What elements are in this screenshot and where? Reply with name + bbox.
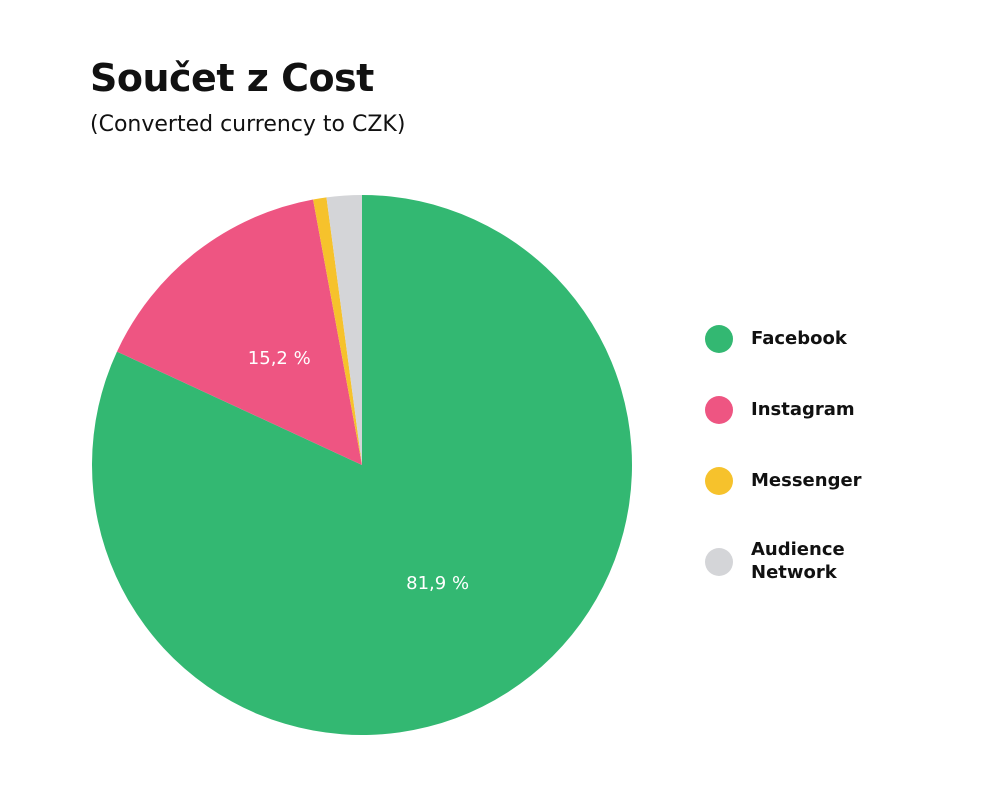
legend-label-facebook: Facebook bbox=[751, 327, 847, 349]
chart-subtitle: (Converted currency to CZK) bbox=[90, 112, 406, 137]
legend-swatch-instagram bbox=[705, 396, 733, 424]
pie-label-instagram: 15,2 % bbox=[248, 348, 311, 369]
pie-label-facebook: 81,9 % bbox=[406, 573, 469, 594]
legend-label-audience-network: Audience Network bbox=[751, 539, 845, 583]
legend-item-facebook: Facebook bbox=[705, 325, 891, 353]
legend-label-instagram: Instagram bbox=[751, 398, 855, 420]
legend-swatch-messenger bbox=[705, 467, 733, 495]
pie-slice-audience-network bbox=[326, 195, 362, 465]
chart-title: Součet z Cost bbox=[90, 56, 374, 100]
pie-slice-messenger bbox=[313, 197, 362, 466]
legend-swatch-facebook bbox=[705, 325, 733, 353]
legend-swatch-audience-network bbox=[705, 547, 733, 576]
legend-item-audience-network: Audience Network bbox=[705, 539, 891, 584]
legend-item-messenger: Messenger bbox=[705, 467, 891, 495]
legend-item-instagram: Instagram bbox=[705, 396, 891, 424]
legend-label-messenger: Messenger bbox=[751, 469, 862, 491]
pie-slice-instagram bbox=[116, 199, 362, 465]
